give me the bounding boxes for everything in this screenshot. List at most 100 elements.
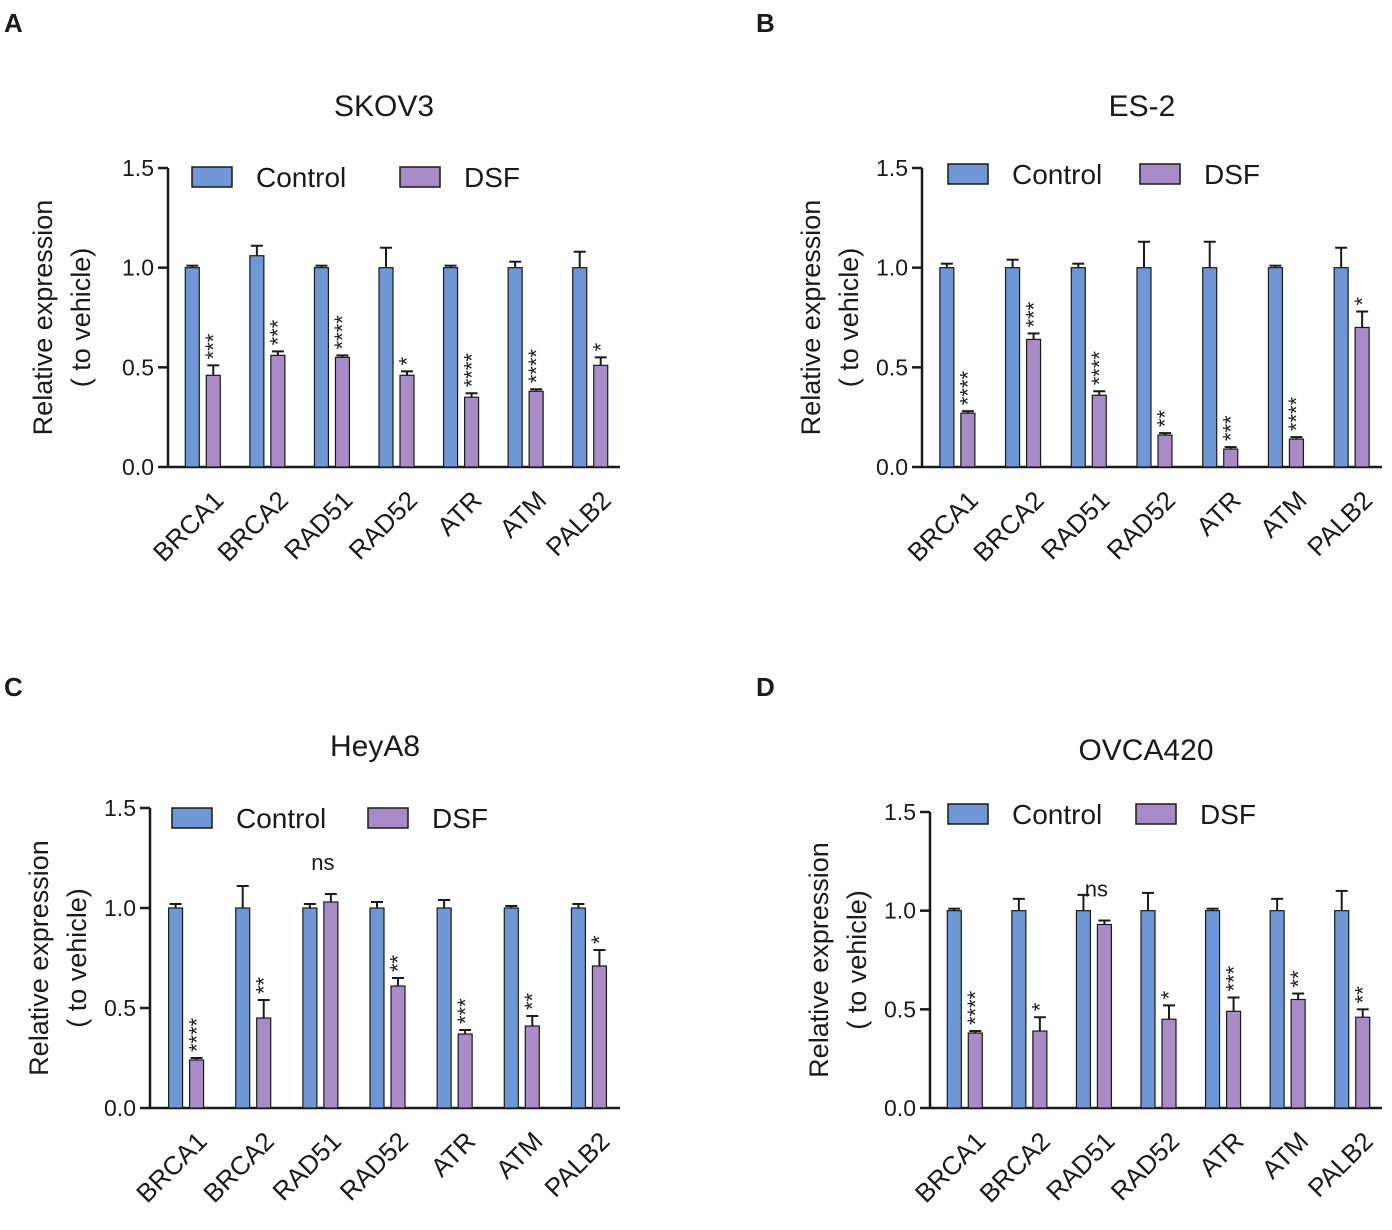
y-axis-label: Relative expression (804, 842, 834, 1078)
x-tick-label: BRCA1 (147, 485, 230, 568)
x-tick-label: RAD51 (278, 485, 358, 565)
y-axis-label-unit: ( to vehicle) (66, 248, 96, 388)
bar-control-brca1 (167, 907, 184, 1109)
chart-title: ES-2 (1109, 90, 1176, 123)
significance-label: **** (1284, 396, 1309, 431)
bar-control-atm (1267, 267, 1284, 468)
bar-dsf-rad51 (1096, 923, 1113, 1109)
x-tick-label: RAD51 (1040, 1126, 1120, 1206)
significance-label: **** (184, 1017, 209, 1052)
x-tick-label: BRCA1 (130, 1126, 213, 1209)
bar-dsf-brca2 (256, 1017, 272, 1109)
bar-control-atr (436, 907, 452, 1109)
significance-label: *** (1218, 415, 1243, 441)
y-tick-label: 0.5 (876, 354, 908, 380)
bar-dsf-palb2 (593, 364, 609, 468)
bar-dsf-atm (528, 390, 544, 468)
legend-swatch-dsf (399, 166, 441, 188)
legend-swatch-dsf (1139, 163, 1181, 185)
bar-control-palb2 (570, 907, 587, 1109)
bar-dsf-atm (1288, 438, 1305, 468)
significance-label: ** (251, 976, 276, 994)
x-tick-label: RAD52 (1105, 1126, 1185, 1206)
bar-control-atm (503, 907, 519, 1109)
bar-dsf-rad51 (1091, 394, 1107, 468)
legend-swatch-control (191, 166, 233, 188)
significance-label: *** (453, 998, 478, 1024)
bar-dsf-rad51 (323, 901, 339, 1109)
bar-control-atr (1202, 267, 1218, 468)
bar-dsf-brca1 (205, 374, 221, 468)
legend-swatch-dsf (1135, 803, 1177, 825)
bar-dsf-atr (463, 396, 480, 468)
y-tick-label: 1.0 (884, 898, 916, 924)
chart-title: HeyA8 (330, 730, 420, 763)
bar-control-rad52 (1136, 267, 1152, 468)
legend-label-control: Control (256, 162, 346, 193)
x-tick-label: ATR (425, 1126, 482, 1183)
x-tick-label: ATR (1190, 485, 1247, 542)
x-tick-label: ATR (431, 485, 488, 542)
y-tick-label: 1.0 (122, 255, 154, 281)
legend-swatch-dsf (367, 807, 409, 829)
y-tick-label: 0.5 (884, 996, 916, 1022)
y-axis-label: Relative expression (796, 200, 826, 436)
y-axis-label: Relative expression (28, 200, 58, 436)
x-tick-label: BRCA2 (967, 485, 1050, 568)
x-tick-label: PALB2 (540, 485, 617, 562)
significance-label: ** (386, 954, 411, 972)
x-tick-label: PALB2 (1302, 1126, 1379, 1203)
significance-label: ** (520, 992, 545, 1010)
significance-label: *** (1021, 301, 1046, 327)
bar-control-rad51 (1070, 267, 1086, 468)
bar-dsf-rad52 (399, 374, 415, 468)
x-tick-label: BRCA1 (901, 485, 984, 568)
significance-label: ** (1350, 986, 1375, 1004)
x-tick-label: RAD52 (1101, 485, 1181, 565)
significance-label: **** (459, 353, 484, 388)
y-axis-label-unit: ( to vehicle) (842, 890, 872, 1030)
bar-dsf-brca1 (960, 412, 976, 468)
bar-dsf-rad52 (390, 985, 406, 1109)
y-tick-label: 1.0 (104, 895, 136, 921)
y-tick-label: 0.0 (122, 454, 154, 480)
bar-dsf-brca2 (1025, 338, 1042, 468)
y-axis-label: Relative expression (24, 840, 54, 1076)
bar-dsf-atr (1223, 448, 1239, 468)
panel-letter: D (756, 672, 775, 702)
bar-control-brca2 (249, 255, 265, 468)
chart-panel-a: A SKOV3 Relative expression ( to vehicle) 0.… (4, 8, 620, 567)
x-tick-label: ATM (490, 1126, 549, 1185)
legend-label-dsf: DSF (464, 162, 520, 193)
significance-label: * (588, 342, 613, 351)
legend-label-dsf: DSF (1204, 159, 1260, 190)
x-tick-label: ATM (494, 485, 553, 544)
bar-control-brca1 (184, 267, 200, 468)
significance-label: * (1028, 1002, 1053, 1011)
bar-control-rad51 (1075, 910, 1092, 1109)
bar-control-atm (507, 267, 523, 468)
y-tick-label: 1.0 (876, 255, 908, 281)
bar-control-atm (1269, 910, 1285, 1109)
significance-label: * (395, 356, 420, 365)
bar-control-brca2 (1011, 910, 1027, 1109)
bar-dsf-rad52 (1161, 1018, 1177, 1109)
bar-control-rad52 (378, 267, 394, 468)
bar-control-brca1 (946, 910, 962, 1109)
y-tick-label: 1.5 (104, 795, 136, 821)
y-tick-label: 1.5 (884, 799, 916, 825)
x-tick-label: BRCA2 (973, 1126, 1056, 1209)
bar-control-rad51 (302, 907, 318, 1109)
significance-label: ** (1153, 410, 1178, 428)
x-tick-label: RAD51 (266, 1126, 346, 1206)
y-tick-label: 0.0 (884, 1095, 916, 1121)
bar-control-palb2 (572, 267, 588, 468)
x-tick-label: ATM (1254, 485, 1313, 544)
chart-panel-c: C HeyA8 Relative expression ( to vehicle) 0.… (4, 672, 620, 1208)
significance-label: * (1157, 990, 1182, 999)
x-tick-label: BRCA2 (197, 1126, 280, 1209)
bar-dsf-brca2 (270, 354, 286, 468)
bar-control-atr (1204, 910, 1221, 1109)
y-axis-label-unit: ( to vehicle) (834, 248, 864, 388)
bar-dsf-rad52 (1157, 434, 1173, 468)
